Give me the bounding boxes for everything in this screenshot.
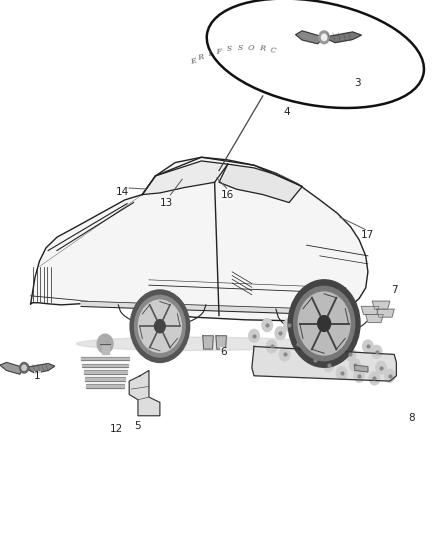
Circle shape (318, 316, 331, 332)
Circle shape (385, 369, 395, 382)
Text: S: S (226, 45, 232, 53)
Polygon shape (219, 164, 302, 203)
Polygon shape (355, 365, 368, 372)
Text: F: F (215, 47, 222, 55)
Circle shape (275, 327, 286, 340)
Circle shape (266, 340, 277, 353)
Polygon shape (361, 306, 379, 314)
Circle shape (341, 335, 351, 348)
Ellipse shape (77, 337, 318, 351)
Text: O: O (248, 44, 254, 52)
Circle shape (298, 292, 350, 355)
Circle shape (279, 348, 290, 361)
Text: 4: 4 (283, 107, 290, 117)
Circle shape (354, 369, 364, 382)
Polygon shape (203, 336, 213, 349)
Circle shape (297, 327, 307, 340)
Circle shape (249, 329, 259, 342)
Circle shape (314, 340, 325, 353)
Polygon shape (81, 357, 129, 360)
Text: E: E (190, 57, 197, 66)
Text: 6: 6 (220, 347, 227, 357)
Text: 14: 14 (116, 187, 129, 197)
Polygon shape (0, 362, 24, 374)
Circle shape (138, 300, 181, 352)
Circle shape (328, 345, 338, 358)
Circle shape (130, 290, 190, 362)
Circle shape (293, 286, 355, 361)
Circle shape (134, 295, 185, 357)
Polygon shape (142, 161, 228, 195)
Polygon shape (296, 31, 324, 44)
Circle shape (97, 334, 113, 353)
Circle shape (155, 320, 165, 333)
Polygon shape (102, 346, 109, 354)
Polygon shape (377, 309, 394, 317)
Polygon shape (252, 346, 396, 381)
Text: C: C (269, 46, 277, 54)
Text: 3: 3 (353, 78, 360, 87)
Text: 7: 7 (391, 286, 398, 295)
Polygon shape (85, 377, 125, 381)
Circle shape (369, 372, 380, 385)
Polygon shape (129, 370, 160, 416)
Polygon shape (81, 301, 355, 316)
Polygon shape (216, 336, 226, 349)
Circle shape (20, 362, 28, 373)
Text: 13: 13 (160, 198, 173, 207)
Circle shape (319, 31, 329, 44)
Circle shape (376, 361, 386, 374)
Circle shape (350, 359, 360, 372)
Text: 16: 16 (221, 190, 234, 199)
Polygon shape (31, 157, 368, 321)
Polygon shape (324, 32, 361, 43)
Text: R: R (197, 53, 204, 62)
Polygon shape (82, 364, 128, 367)
Text: 12: 12 (110, 424, 123, 434)
Circle shape (336, 367, 347, 379)
Polygon shape (84, 370, 127, 374)
Circle shape (301, 345, 312, 358)
Circle shape (323, 359, 334, 372)
Polygon shape (86, 384, 124, 388)
Text: 8: 8 (408, 414, 415, 423)
Text: S: S (237, 44, 243, 52)
Polygon shape (366, 314, 383, 322)
Circle shape (363, 340, 373, 353)
Polygon shape (24, 364, 55, 373)
Circle shape (262, 319, 272, 332)
Circle shape (345, 348, 356, 361)
Circle shape (321, 34, 327, 41)
Text: 5: 5 (134, 422, 141, 431)
Circle shape (288, 280, 360, 367)
Circle shape (284, 319, 294, 332)
Text: 1: 1 (34, 371, 41, 381)
Circle shape (310, 353, 321, 366)
Circle shape (22, 365, 26, 370)
Text: I: I (207, 50, 211, 58)
Circle shape (293, 337, 303, 350)
Circle shape (371, 345, 382, 358)
Text: R: R (259, 44, 265, 53)
Text: 17: 17 (361, 230, 374, 239)
Polygon shape (372, 301, 390, 309)
